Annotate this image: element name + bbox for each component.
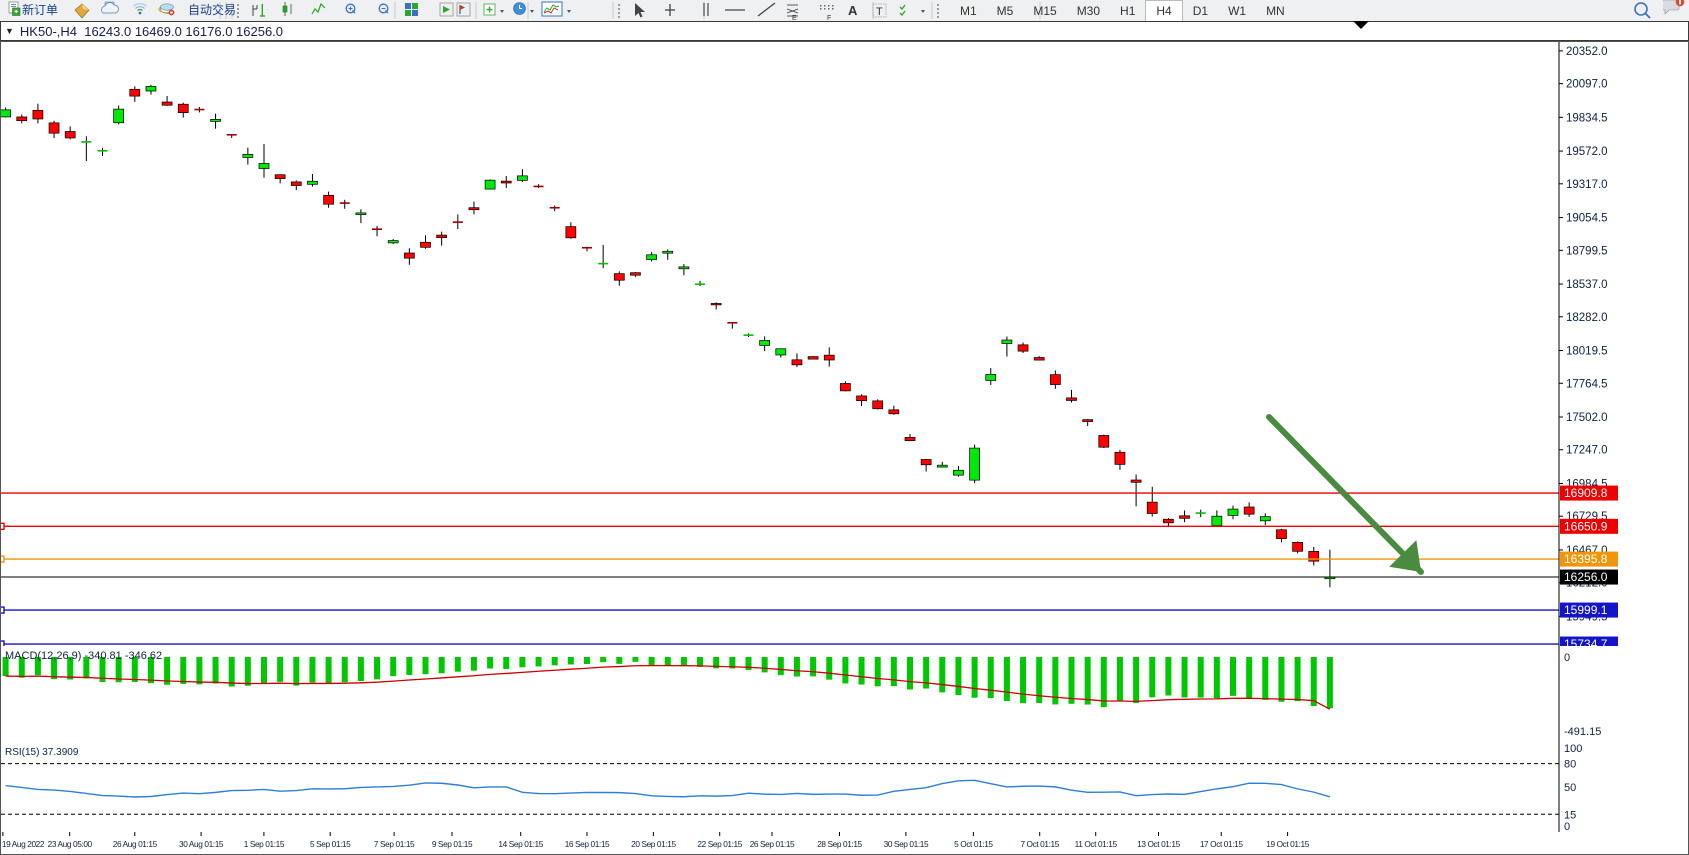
svg-text:9 Sep 01:15: 9 Sep 01:15 xyxy=(432,839,473,849)
svg-text:30 Aug 01:15: 30 Aug 01:15 xyxy=(179,839,224,849)
svg-text:自动交易: 自动交易 xyxy=(188,2,236,17)
svg-text:1 Sep 01:15: 1 Sep 01:15 xyxy=(244,839,285,849)
svg-text:50: 50 xyxy=(1564,782,1576,794)
svg-text:11 Oct 01:15: 11 Oct 01:15 xyxy=(1075,839,1118,849)
svg-text:14 Sep 01:15: 14 Sep 01:15 xyxy=(498,839,543,849)
svg-text:T: T xyxy=(876,6,883,18)
svg-text:新订单: 新订单 xyxy=(22,2,58,17)
svg-text:19 Aug 2022: 19 Aug 2022 xyxy=(2,839,45,849)
svg-text:22 Sep 01:15: 22 Sep 01:15 xyxy=(697,839,742,849)
svg-text:16395.8: 16395.8 xyxy=(1564,552,1608,566)
svg-text:-491.15: -491.15 xyxy=(1564,726,1601,738)
svg-text:5 Sep 01:15: 5 Sep 01:15 xyxy=(310,839,351,849)
svg-text:80: 80 xyxy=(1564,759,1576,771)
svg-text:17502.0: 17502.0 xyxy=(1566,412,1608,424)
svg-text:A: A xyxy=(848,3,858,18)
svg-text:18537.0: 18537.0 xyxy=(1566,279,1608,291)
svg-text:19317.0: 19317.0 xyxy=(1566,179,1608,191)
svg-text:26 Aug 01:15: 26 Aug 01:15 xyxy=(113,839,158,849)
svg-text:16 Sep 01:15: 16 Sep 01:15 xyxy=(565,839,610,849)
svg-text:15: 15 xyxy=(1564,809,1576,821)
svg-text:28 Sep 01:15: 28 Sep 01:15 xyxy=(817,839,862,849)
svg-text:20097.0: 20097.0 xyxy=(1566,79,1608,91)
svg-text:20 Sep 01:15: 20 Sep 01:15 xyxy=(631,839,676,849)
svg-text:13 Oct 01:15: 13 Oct 01:15 xyxy=(1137,839,1180,849)
svg-text:100: 100 xyxy=(1564,743,1582,755)
svg-text:26 Sep 01:15: 26 Sep 01:15 xyxy=(750,839,795,849)
svg-text:18019.5: 18019.5 xyxy=(1566,346,1608,358)
svg-text:16909.8: 16909.8 xyxy=(1564,486,1608,500)
svg-text:17764.5: 17764.5 xyxy=(1566,378,1608,390)
svg-text:23 Aug 05:00: 23 Aug 05:00 xyxy=(48,839,93,849)
svg-text:7 Sep 01:15: 7 Sep 01:15 xyxy=(374,839,415,849)
svg-text:19 Oct 01:15: 19 Oct 01:15 xyxy=(1266,839,1309,849)
svg-text:30 Sep 01:15: 30 Sep 01:15 xyxy=(884,839,929,849)
svg-text:MACD(12,26,9) -340.81 -346.62: MACD(12,26,9) -340.81 -346.62 xyxy=(5,650,162,662)
svg-text:RSI(15) 37.3909: RSI(15) 37.3909 xyxy=(5,747,79,758)
svg-text:20352.0: 20352.0 xyxy=(1566,46,1608,58)
svg-text:19054.5: 19054.5 xyxy=(1566,213,1608,225)
svg-text:15999.1: 15999.1 xyxy=(1564,603,1608,617)
svg-text:18799.5: 18799.5 xyxy=(1566,245,1608,257)
svg-text:17 Oct 01:15: 17 Oct 01:15 xyxy=(1200,839,1243,849)
svg-text:5 Oct 01:15: 5 Oct 01:15 xyxy=(954,839,993,849)
svg-text:19834.5: 19834.5 xyxy=(1566,112,1608,124)
svg-text:18282.0: 18282.0 xyxy=(1566,312,1608,324)
svg-text:7 Oct 01:15: 7 Oct 01:15 xyxy=(1020,839,1059,849)
svg-text:17247.0: 17247.0 xyxy=(1566,445,1608,457)
svg-text:0: 0 xyxy=(1564,652,1570,664)
svg-text:19572.0: 19572.0 xyxy=(1566,146,1608,158)
svg-text:16256.0: 16256.0 xyxy=(1564,570,1608,584)
svg-text:16650.9: 16650.9 xyxy=(1564,519,1608,533)
